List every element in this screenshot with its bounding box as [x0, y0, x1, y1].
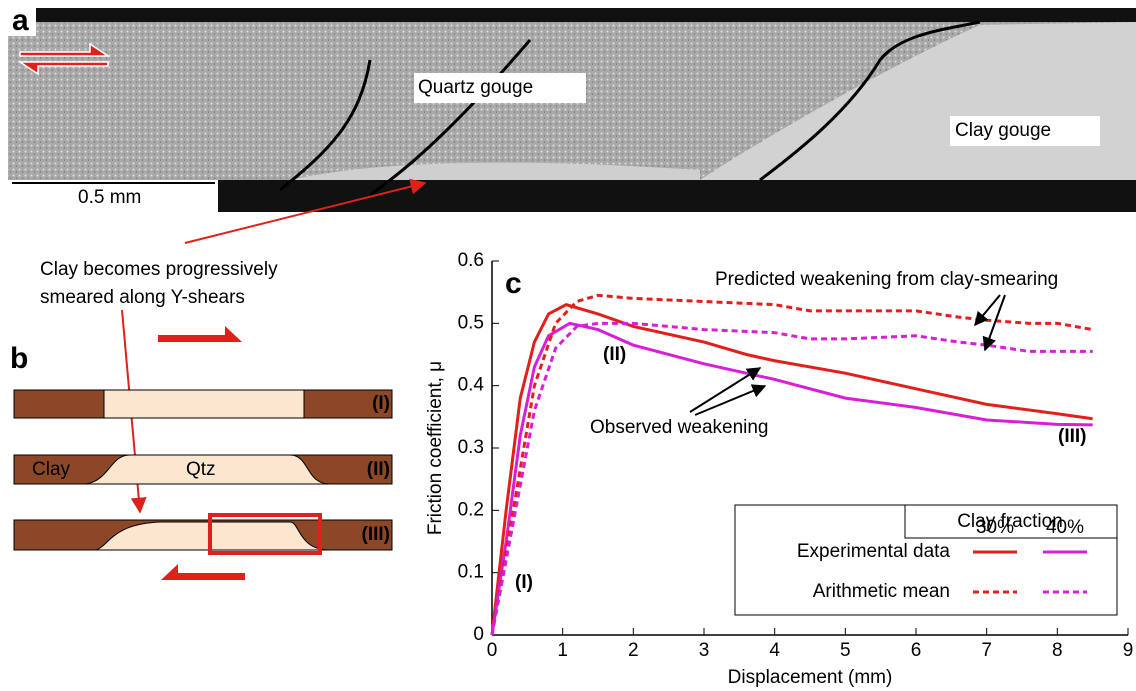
annotation: (III) [1058, 426, 1087, 447]
x-tick-label: 9 [1123, 640, 1134, 661]
panel-label: c [505, 267, 522, 300]
x-tick-label: 1 [557, 640, 568, 661]
arrow [985, 295, 1005, 350]
stage-label: (I) [372, 393, 390, 414]
x-tick-label: 6 [911, 640, 922, 661]
arrow [695, 386, 765, 415]
annotation: Observed weakening [590, 417, 769, 438]
panel-label: b [10, 342, 28, 375]
chart: 0 1 2 3 4 5 6 7 8 9 0 0.1 0.2 0.3 0.4 0.5 0.6 Displacemen… [425, 250, 1133, 688]
x-axis-label: Displacement (mm) [728, 667, 893, 688]
caption: smeared along Y-shears [40, 287, 245, 308]
x-tick-label: 2 [628, 640, 639, 661]
panel-label: a [12, 4, 29, 37]
x-tick-label: 3 [699, 640, 710, 661]
caption: Clay becomes progressively [40, 259, 278, 280]
arrow [690, 368, 760, 412]
label: Clay gouge [955, 120, 1051, 141]
label: Quartz gouge [418, 77, 533, 98]
x-tick-label: 0 [487, 640, 498, 661]
x-tick-label: 4 [769, 640, 780, 661]
stage-label: (II) [367, 459, 390, 480]
legend-row: Arithmetic mean [813, 581, 950, 602]
legend-column: 40% [1046, 517, 1084, 538]
label: Qtz [186, 459, 216, 480]
y-tick-label: 0.2 [458, 499, 484, 520]
label: Clay [32, 459, 71, 480]
schematic: Clay becomes progressively smeared along… [10, 259, 392, 580]
scale-label: 0.5 mm [78, 187, 141, 208]
y-tick-label: 0 [473, 624, 484, 645]
figure: a Quartz gouge Clay gouge 0.5 mm Clay be… [0, 0, 1136, 691]
y-tick-label: 0.6 [458, 250, 484, 271]
legend-row: Experimental data [797, 541, 951, 562]
y-tick-label: 0.5 [458, 312, 484, 333]
x-tick-label: 8 [1052, 640, 1063, 661]
y-axis-label: Friction coefficient, μ [425, 361, 446, 535]
annotation: (II) [603, 344, 626, 365]
y-tick-label: 0.1 [458, 562, 484, 583]
stage-label: (III) [362, 524, 391, 545]
annotation: Predicted weakening from clay-smearing [715, 269, 1058, 290]
y-tick-label: 0.4 [458, 375, 485, 396]
x-tick-label: 5 [840, 640, 851, 661]
legend-column: 30% [976, 517, 1014, 538]
micrograph: a Quartz gouge Clay gouge 0.5 mm [8, 4, 1136, 243]
annotation: (I) [515, 572, 533, 593]
y-tick-label: 0.3 [458, 437, 484, 458]
x-tick-label: 7 [981, 640, 992, 661]
